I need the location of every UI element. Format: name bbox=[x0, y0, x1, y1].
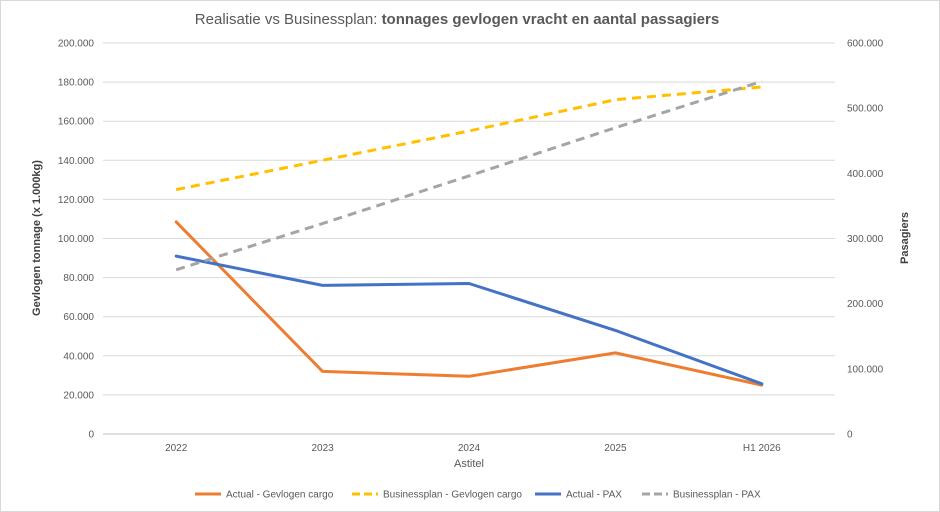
left-axis-ticks: 0 20.000 40.000 60.000 80.000 100.000 120.000 1… bbox=[58, 39, 95, 441]
series-line-2 bbox=[175, 85, 762, 192]
y-right-tick-label: 500.000 bbox=[847, 104, 884, 115]
legend-label: Actual - PAX bbox=[566, 490, 622, 501]
y-left-tick-label: 100.000 bbox=[58, 234, 95, 245]
x-tick-label: 2024 bbox=[458, 443, 481, 454]
y-right-tick-label: 0 bbox=[847, 430, 853, 441]
y-right-tick-label: 300.000 bbox=[847, 234, 884, 245]
y-left-tick-label: 60.000 bbox=[63, 312, 94, 323]
x-tick-label: 2025 bbox=[604, 443, 627, 454]
y-axis-left-title: Gevlogen tonnage (x 1.000kg) bbox=[31, 160, 43, 316]
legend-label: Businessplan - PAX bbox=[673, 490, 761, 501]
series-lines bbox=[174, 79, 764, 387]
x-tick-label: 2023 bbox=[311, 443, 334, 454]
y-right-tick-label: 600.000 bbox=[847, 39, 884, 50]
legend-label: Businessplan - Gevlogen cargo bbox=[383, 490, 522, 501]
legend: Actual - Gevlogen cargo Businessplan - Ge… bbox=[195, 490, 761, 501]
y-left-tick-label: 180.000 bbox=[58, 78, 95, 89]
y-left-tick-label: 140.000 bbox=[58, 156, 95, 167]
right-axis-ticks: 0 100.000 200.000 300.000 400.000 500.000 600.… bbox=[847, 39, 884, 441]
chart-title: Realisatie vs Businessplan: tonnages gev… bbox=[195, 11, 719, 28]
legend-label: Actual - Gevlogen cargo bbox=[226, 490, 334, 501]
y-left-tick-label: 120.000 bbox=[58, 195, 95, 206]
y-right-tick-label: 400.000 bbox=[847, 169, 884, 180]
series-line-4 bbox=[175, 79, 763, 272]
chart-title-bold: tonnages gevlogen vracht en aantal passa… bbox=[382, 11, 720, 28]
x-axis-title: Astitel bbox=[454, 458, 484, 470]
y-right-tick-label: 100.000 bbox=[847, 364, 884, 375]
gridlines bbox=[103, 42, 835, 435]
y-axis-right-title: Pasagiers bbox=[899, 212, 911, 264]
y-right-tick-label: 200.000 bbox=[847, 299, 884, 310]
y-left-tick-label: 0 bbox=[88, 430, 94, 441]
x-tick-label: 2022 bbox=[165, 443, 188, 454]
y-left-tick-label: 40.000 bbox=[63, 351, 94, 362]
series-line-1 bbox=[174, 220, 764, 387]
y-left-tick-label: 80.000 bbox=[63, 273, 94, 284]
y-left-tick-label: 200.000 bbox=[58, 39, 95, 50]
x-tick-label: H1 2026 bbox=[743, 443, 781, 454]
y-left-tick-label: 20.000 bbox=[63, 390, 94, 401]
chart-title-plain: Realisatie vs Businessplan: bbox=[195, 11, 382, 28]
series-line-3 bbox=[174, 254, 764, 386]
x-axis-ticks: 2022 2023 2024 2025 H1 2026 bbox=[165, 443, 781, 454]
y-left-tick-label: 160.000 bbox=[58, 117, 95, 128]
